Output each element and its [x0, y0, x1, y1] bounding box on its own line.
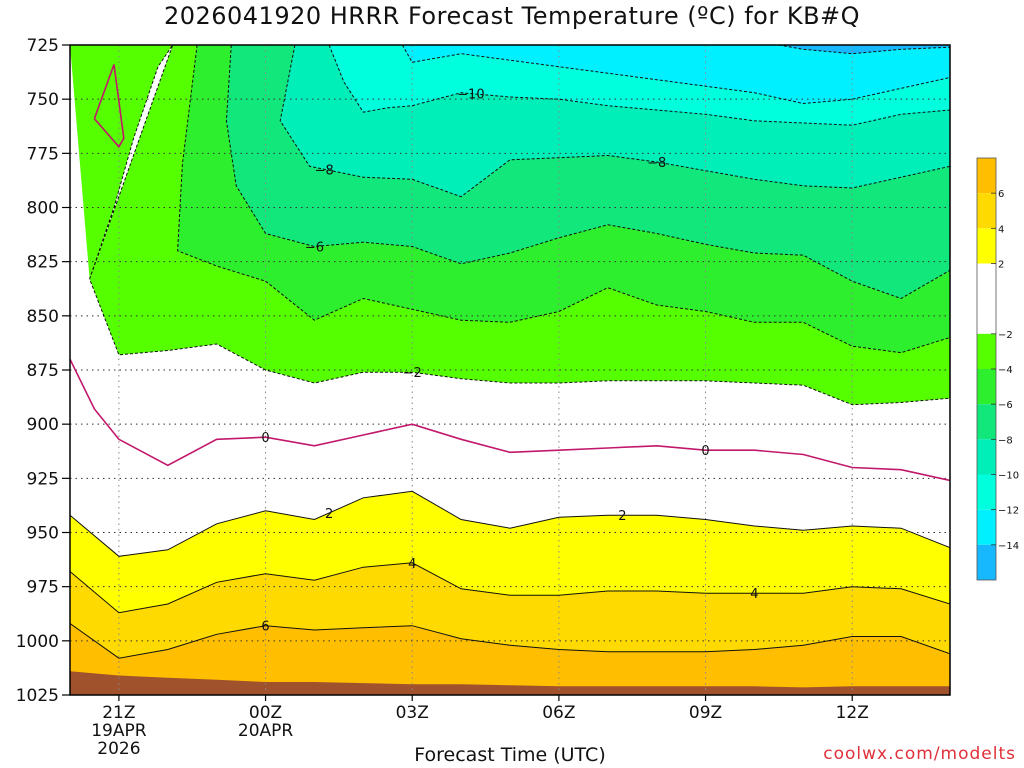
ground-fill [70, 671, 950, 695]
x-tick-label: 19APR [91, 721, 147, 741]
y-tick-label: 1025 [16, 686, 59, 706]
chart-title: 2026041920 HRRR Forecast Temperature (ºC… [163, 2, 861, 30]
x-tick-label: 20APR [238, 721, 294, 741]
colorbar-swatch [977, 193, 996, 229]
colorbar-label: −8 [998, 435, 1013, 446]
y-tick-label: 800 [27, 199, 59, 219]
x-tick-label: 21Z [102, 703, 135, 723]
contour-label: 2 [325, 507, 333, 522]
credit-text: coolwx.com/modelts [823, 744, 1016, 764]
contour-line-minus2-5 [89, 45, 950, 406]
contour-label: −2 [403, 366, 422, 381]
contour-label: 4 [408, 557, 416, 572]
contour-line-4-1 [70, 562, 950, 614]
colorbar-swatch [977, 544, 996, 580]
colorbar-swatch [977, 404, 996, 440]
y-tick-label: 725 [27, 36, 59, 56]
y-tick-label: 825 [27, 253, 59, 273]
y-tick-label: 900 [27, 415, 59, 435]
contour-line-minus4-6 [177, 45, 950, 354]
contour-label: −6 [305, 241, 324, 256]
colorbar-label: −4 [998, 365, 1013, 376]
y-tick-label: 1000 [16, 632, 59, 652]
contour-label: −10 [457, 88, 484, 103]
colorbar-swatch [977, 158, 996, 194]
colorbar-label: −2 [998, 330, 1013, 341]
x-tick-label: 12Z [836, 703, 869, 723]
colorbar-swatch [977, 228, 996, 264]
colorbar-label: 2 [998, 260, 1004, 271]
colorbar-label: −6 [998, 400, 1013, 411]
contour-line-2-2 [70, 490, 950, 557]
contour-line-0-3 [70, 358, 950, 482]
y-tick-label: 775 [27, 144, 59, 164]
colorbar-swatch [977, 369, 996, 405]
colorbar-label: 4 [998, 224, 1004, 235]
colorbar-swatch [977, 439, 996, 475]
contour-label: −8 [647, 156, 666, 171]
x-axis-label: Forecast Time (UTC) [414, 744, 606, 766]
contour-line-0-4 [93, 64, 125, 149]
y-tick-label: 975 [27, 578, 59, 598]
y-tick-label: 850 [27, 307, 59, 327]
contour-label: 0 [261, 431, 269, 446]
colorbar-label: −14 [998, 541, 1019, 552]
x-tick-label: 2026 [97, 739, 140, 759]
contour-line-minus8-8 [279, 45, 950, 198]
contour-line-minus12-10 [401, 45, 950, 105]
colorbar-label: −10 [998, 471, 1019, 482]
colorbar-swatch [977, 509, 996, 545]
y-tick-label: 875 [27, 361, 59, 381]
colorbar-swatch [977, 333, 996, 369]
contour-label: −8 [315, 163, 334, 178]
x-tick-label: 06Z [542, 703, 575, 723]
contour-line-minus14-11 [778, 45, 950, 55]
colorbar-label: 6 [998, 189, 1004, 200]
band-fill-6 [70, 623, 950, 695]
contour-label: 6 [261, 620, 269, 635]
y-tick-label: 750 [27, 90, 59, 110]
contour-label: 0 [701, 444, 709, 459]
colorbar-swatch [977, 263, 996, 334]
contour-label: 4 [750, 587, 758, 602]
contour-line-6-0 [70, 623, 950, 659]
contour-line-minus6-7 [225, 45, 950, 300]
y-tick-label: 950 [27, 524, 59, 544]
contour-label: 2 [618, 509, 626, 524]
colorbar-swatch [977, 474, 996, 510]
x-tick-label: 09Z [689, 703, 722, 723]
y-tick-label: 925 [27, 469, 59, 489]
x-tick-label: 03Z [396, 703, 429, 723]
x-tick-label: 00Z [249, 703, 282, 723]
colorbar-label: −12 [998, 506, 1019, 517]
